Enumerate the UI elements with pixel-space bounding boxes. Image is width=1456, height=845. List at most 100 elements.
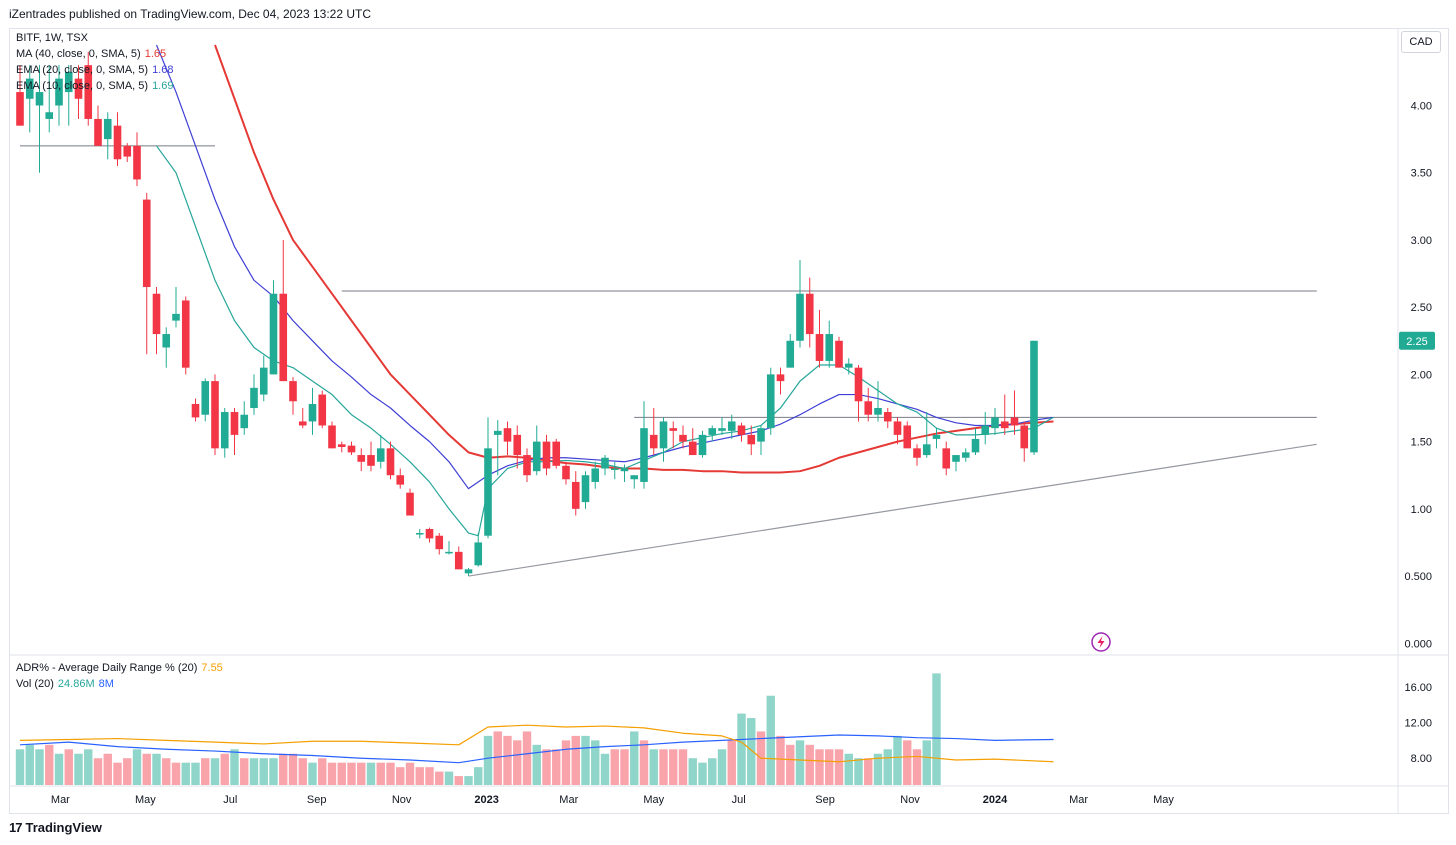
ema10-value: 1.69 [152, 80, 174, 92]
volume-tick-label: 12.00 [1404, 718, 1432, 730]
candle-body [591, 468, 600, 482]
candle [1010, 390, 1019, 435]
volume-bar [737, 713, 746, 785]
candle-body [874, 408, 882, 415]
volume-bar [883, 749, 892, 785]
volume-tick-label: 16.00 [1404, 682, 1432, 694]
volume-bar [844, 753, 853, 785]
candle-body [991, 417, 999, 429]
volume-bar [376, 762, 385, 785]
candle [152, 287, 161, 355]
volume-tick-label: 8.00 [1411, 753, 1432, 765]
candle [903, 421, 912, 449]
candle [796, 260, 804, 348]
price-tick-label: 3.00 [1411, 235, 1432, 247]
price-tick-label: 0.000 [1404, 638, 1432, 650]
candle [854, 364, 863, 422]
volume-bar [123, 758, 132, 785]
volume-bar [405, 762, 415, 785]
price-badge-label: 2.25 [1406, 336, 1427, 348]
volume-bar [337, 762, 346, 785]
adr-value: 7.55 [201, 662, 223, 674]
candle-body [103, 118, 112, 140]
legend-adr: ADR% - Average Daily Range % (20) 7.55 [16, 662, 223, 674]
candle-body [45, 112, 54, 119]
time-tick-label: 2024 [983, 794, 1008, 806]
candle-body [484, 448, 492, 536]
candle-body [776, 374, 785, 382]
currency-button[interactable]: CAD [1401, 31, 1441, 53]
candle [679, 425, 687, 449]
candle-body [601, 457, 609, 469]
candle [162, 327, 171, 368]
candle [591, 461, 600, 489]
candle-body [523, 455, 531, 476]
candle-body [435, 535, 444, 550]
candle [289, 377, 297, 415]
vol-value-1: 24.86M [57, 678, 95, 690]
candle [552, 438, 561, 469]
time-tick-label: Jul [223, 794, 237, 806]
time-tick-label: 2023 [474, 794, 498, 806]
candle-body [805, 293, 814, 335]
candle-body [913, 448, 921, 458]
candle [386, 441, 395, 480]
price-tick-label: 2.00 [1411, 369, 1432, 381]
volume-bar [386, 762, 395, 785]
candle [25, 65, 34, 133]
candle [103, 112, 112, 160]
symbol-label: BITF, 1W, TSX [16, 32, 88, 44]
legend-symbol: BITF, 1W, TSX [16, 32, 88, 44]
candle [415, 529, 424, 539]
candle-body [571, 481, 580, 509]
volume-bar [435, 771, 444, 785]
candle-body [552, 441, 561, 466]
candle [435, 533, 444, 555]
candle [454, 546, 463, 570]
legend-vol: Vol (20) 24.86M 8M [16, 678, 114, 690]
candle [84, 51, 93, 126]
volume-bar [483, 735, 493, 785]
candle-body [932, 434, 941, 439]
candle [172, 287, 180, 328]
support-trendline [468, 443, 1317, 577]
candle [1020, 421, 1029, 462]
price-tick-label: 0.500 [1404, 571, 1432, 583]
candle-body [922, 444, 931, 456]
volume-bar [815, 749, 824, 785]
candle [718, 417, 726, 435]
ma40-value: 1.65 [144, 48, 167, 60]
candle [757, 425, 765, 456]
candle-body [230, 412, 239, 435]
candle-body [220, 412, 229, 449]
time-axis-ticks: Mar May Jul Sep Nov 2023 Mar May Jul Sep Nov 2024 Ma… [51, 794, 1175, 806]
candle-body [308, 403, 317, 422]
volume-bar [630, 731, 639, 785]
tradingview-footer[interactable]: 17 TradingView [9, 820, 102, 835]
volume-bar [698, 762, 707, 785]
candle [337, 441, 346, 453]
candle [347, 441, 356, 456]
candle-body [786, 340, 795, 368]
candle [542, 434, 551, 476]
volume-bar [513, 740, 522, 785]
candle [971, 428, 980, 456]
candle [1030, 340, 1038, 456]
candle [961, 448, 970, 462]
volume-bar [922, 740, 931, 785]
volume-bar [162, 758, 171, 785]
candle [464, 567, 473, 577]
candle-body [240, 414, 249, 429]
candle [952, 455, 960, 472]
volume-bar [893, 735, 902, 785]
volume-bar [581, 735, 590, 785]
candle-body [864, 401, 873, 415]
ema20-value: 1.68 [152, 64, 174, 76]
candle-body [396, 475, 405, 485]
candle-body [883, 412, 892, 422]
volume-bar [854, 758, 863, 785]
lightning-icon[interactable] [1091, 632, 1111, 652]
volume-bar [54, 753, 64, 785]
candle-body [640, 428, 648, 482]
